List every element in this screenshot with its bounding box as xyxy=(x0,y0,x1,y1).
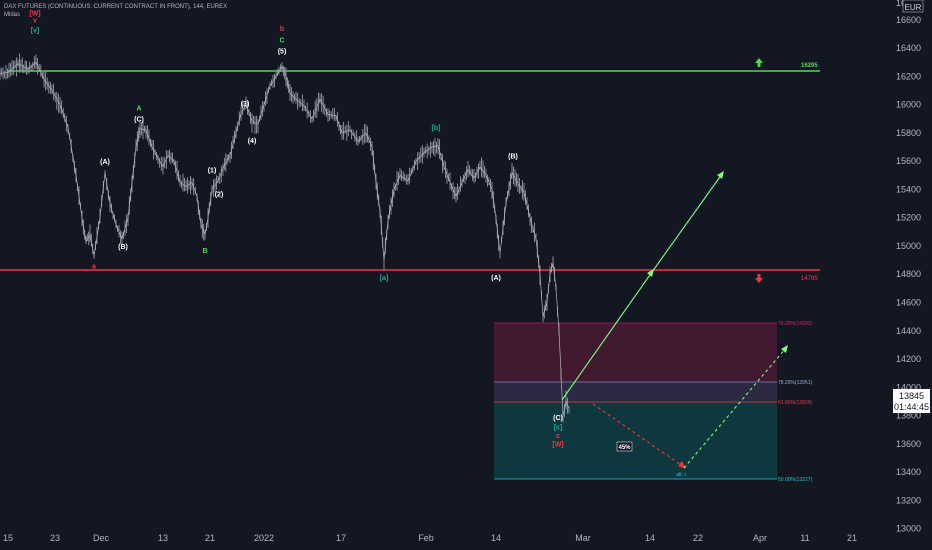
wave-label-21: [c] xyxy=(554,425,563,432)
y-tick-label-7: 14400 xyxy=(896,326,921,336)
wave-label-1: v xyxy=(33,18,37,25)
wave-label-9: (2) xyxy=(215,191,224,198)
wave-label-17: [a] xyxy=(380,275,389,282)
wave-label-4: (B) xyxy=(118,244,128,251)
wave-label-22: c xyxy=(556,433,560,440)
wave-label-7: (C) xyxy=(134,117,144,124)
projection-up-2 xyxy=(651,173,723,273)
x-tick-label-1: 23 xyxy=(50,533,60,543)
upper-target-zone xyxy=(494,323,777,382)
x-tick-label-5: 2022 xyxy=(254,533,274,543)
y-tick-label-18: 16600 xyxy=(896,15,921,25)
current-price: 13845 xyxy=(899,391,924,401)
y-tick-label-11: 15200 xyxy=(896,213,921,223)
alt-label: alt.-i xyxy=(676,472,685,478)
middle-target-zone xyxy=(494,382,777,402)
y-tick-label-9: 14800 xyxy=(896,269,921,279)
zone-label-middle: 78.20%(13951) xyxy=(778,380,813,386)
projection-up-dashed xyxy=(683,347,787,469)
y-tick-label-13: 15600 xyxy=(896,156,921,166)
y-tick-label-2: 13400 xyxy=(896,467,921,477)
wave-label-13: b xyxy=(280,26,284,33)
wave-label-2: [v] xyxy=(31,28,40,35)
y-tick-label-12: 15400 xyxy=(896,184,921,194)
wave-label-8: (1) xyxy=(208,167,217,174)
x-tick-label-2: Dec xyxy=(93,533,110,543)
price-line xyxy=(0,61,570,416)
y-tick-label-8: 14600 xyxy=(896,298,921,308)
wave-label-6: A xyxy=(136,105,141,112)
y-tick-label-1: 13200 xyxy=(896,495,921,505)
y-tick-label-0: 13000 xyxy=(896,524,921,534)
top-cut-tick: 16 xyxy=(896,0,906,8)
countdown: 01:44:45 xyxy=(894,402,929,412)
projection-down-dashed xyxy=(592,403,685,468)
y-tick-label-3: 13600 xyxy=(896,439,921,449)
wave-label-16: [b] xyxy=(432,125,441,132)
y-tick-label-14: 15800 xyxy=(896,128,921,138)
wave-label-20: (C) xyxy=(553,415,563,422)
price-series-0 xyxy=(0,53,570,423)
current-price-box xyxy=(893,389,930,413)
wave-label-0: [W] xyxy=(29,11,40,18)
percent-box xyxy=(616,441,633,452)
indicator-name: Midas xyxy=(4,12,21,18)
wave-label-10: B xyxy=(202,248,207,255)
chart-header: DAX FUTURES (CONTINUOUS: CURRENT CONTRAC… xyxy=(4,3,227,19)
currency-label: EUR xyxy=(905,3,922,12)
x-tick-label-12: Apr xyxy=(753,533,767,543)
x-tick-label-8: 14 xyxy=(491,533,501,543)
percent-label: 45% xyxy=(618,445,631,451)
arrowhead-2 xyxy=(717,171,724,179)
support-label: 14795 xyxy=(801,276,818,282)
x-tick-label-13: 11 xyxy=(800,533,809,543)
zone-label-lower-top: 61.80%(13809) xyxy=(778,400,813,406)
x-tick-label-4: 21 xyxy=(205,533,215,543)
y-tick-label-5: 14000 xyxy=(896,382,921,392)
red-down-arrow-icon xyxy=(755,274,763,283)
wave-label-11: (3) xyxy=(241,101,250,108)
y-tick-label-17: 16400 xyxy=(896,43,921,53)
wave-label-23: [W] xyxy=(552,442,563,449)
wave-label-18: (B) xyxy=(508,153,518,160)
x-tick-label-10: 14 xyxy=(645,533,655,543)
x-tick-label-7: Feb xyxy=(418,533,434,543)
y-tick-label-4: 13800 xyxy=(896,411,921,421)
x-tick-label-14: 21 xyxy=(847,533,857,543)
wave-label-15: (5) xyxy=(278,49,287,56)
projection-up-1 xyxy=(561,271,653,401)
zone-label-lower-bottom: 50.00%(13227) xyxy=(778,477,813,483)
green-up-arrow-icon xyxy=(755,58,763,67)
wave-label-3: (A) xyxy=(100,159,110,166)
arrowhead-4 xyxy=(781,345,788,353)
wave-label-5: a xyxy=(92,264,96,271)
y-tick-label-15: 16000 xyxy=(896,100,921,110)
wave-label-19: (A) xyxy=(491,275,501,282)
y-tick-label-16: 16200 xyxy=(896,71,921,81)
x-tick-label-0: 15 xyxy=(3,533,13,543)
wave-label-14: C xyxy=(279,37,284,44)
symbol-title: DAX FUTURES (CONTINUOUS: CURRENT CONTRAC… xyxy=(4,4,228,10)
zone-label-upper: 78.20%(14392) xyxy=(778,321,813,327)
x-tick-label-11: 22 xyxy=(693,533,703,543)
wave-label-12: (4) xyxy=(248,138,257,145)
y-tick-label-6: 14200 xyxy=(896,354,921,364)
x-tick-label-9: Mar xyxy=(575,533,591,543)
lower-target-zone xyxy=(494,402,777,479)
arrowhead-3 xyxy=(678,461,686,469)
y-tick-label-10: 15000 xyxy=(896,241,921,251)
x-tick-label-6: 17 xyxy=(336,533,346,543)
resistance-label: 16295 xyxy=(801,63,818,69)
currency-box xyxy=(902,0,924,13)
x-tick-label-3: 13 xyxy=(158,533,168,543)
